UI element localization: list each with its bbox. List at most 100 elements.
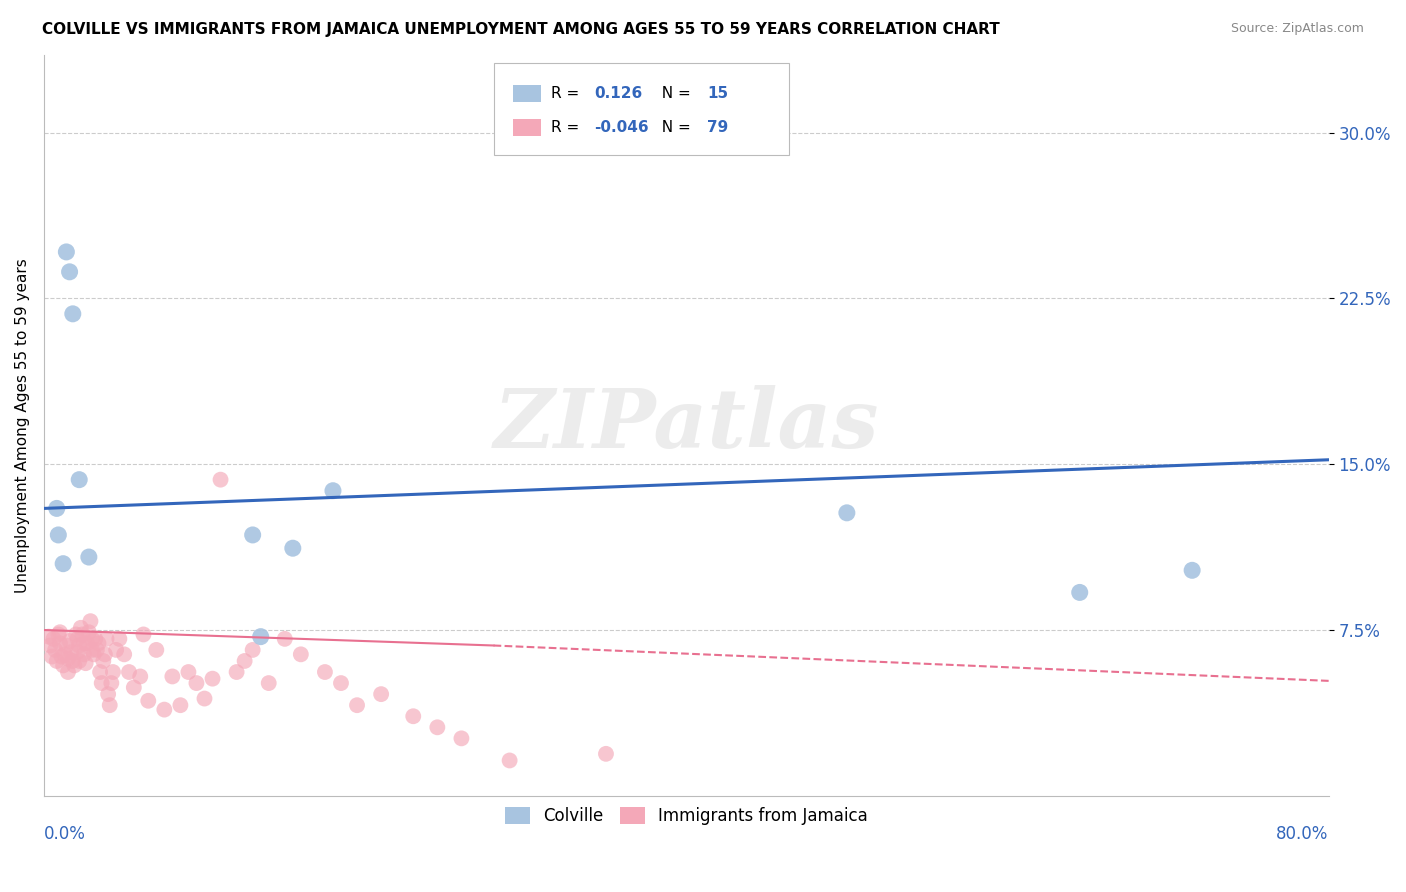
Point — [67, 473, 90, 487]
Point — [55, 244, 77, 259]
Point — [63, 658, 86, 673]
Point — [274, 632, 297, 646]
Point — [498, 754, 520, 768]
Point — [80, 632, 103, 646]
Point — [1069, 585, 1091, 599]
FancyBboxPatch shape — [513, 86, 541, 102]
Point — [595, 747, 617, 761]
Point — [46, 627, 69, 641]
Point — [53, 648, 76, 662]
FancyBboxPatch shape — [494, 62, 789, 155]
Point — [96, 632, 118, 646]
Point — [49, 625, 72, 640]
Point — [49, 636, 72, 650]
Legend: Colville, Immigrants from Jamaica: Colville, Immigrants from Jamaica — [498, 800, 875, 832]
Point — [73, 648, 96, 662]
Point — [79, 614, 101, 628]
Point — [177, 665, 200, 679]
Point — [65, 627, 87, 641]
Point — [56, 652, 79, 666]
Point — [41, 649, 63, 664]
Point — [67, 639, 90, 653]
Point — [145, 643, 167, 657]
Point — [45, 501, 67, 516]
Point — [242, 528, 264, 542]
Point — [91, 654, 114, 668]
Point — [66, 632, 89, 646]
Text: 0.0%: 0.0% — [44, 825, 86, 844]
Point — [242, 643, 264, 657]
Point — [45, 654, 67, 668]
Point — [62, 307, 84, 321]
Text: 15: 15 — [707, 86, 728, 101]
Point — [66, 645, 89, 659]
Point — [281, 541, 304, 556]
Point — [39, 639, 62, 653]
Point — [330, 676, 353, 690]
Point — [75, 656, 97, 670]
Point — [186, 676, 208, 690]
Point — [52, 658, 75, 673]
Point — [52, 557, 75, 571]
Point — [87, 636, 110, 650]
Point — [89, 665, 111, 679]
Point — [169, 698, 191, 713]
Point — [77, 549, 100, 564]
Point — [136, 694, 159, 708]
Text: Source: ZipAtlas.com: Source: ZipAtlas.com — [1230, 22, 1364, 36]
Point — [55, 639, 77, 653]
Point — [44, 643, 66, 657]
Point — [225, 665, 247, 679]
Text: N =: N = — [651, 86, 695, 101]
Point — [46, 528, 69, 542]
Point — [101, 665, 124, 679]
Point — [193, 691, 215, 706]
Point — [249, 630, 271, 644]
Point — [201, 672, 224, 686]
Point — [86, 643, 108, 657]
Point — [67, 654, 90, 668]
Point — [132, 627, 155, 641]
Point — [73, 636, 96, 650]
Point — [62, 654, 84, 668]
Text: 0.126: 0.126 — [593, 86, 643, 101]
Point — [58, 634, 80, 648]
Text: 79: 79 — [707, 120, 728, 135]
Point — [97, 687, 120, 701]
Point — [94, 648, 117, 662]
Point — [314, 665, 336, 679]
Point — [233, 654, 256, 668]
Text: R =: R = — [551, 120, 585, 135]
Point — [100, 676, 122, 690]
Point — [257, 676, 280, 690]
Point — [58, 265, 80, 279]
Point — [370, 687, 392, 701]
Point — [60, 645, 83, 659]
Point — [105, 643, 128, 657]
Text: 80.0%: 80.0% — [1277, 825, 1329, 844]
Point — [51, 649, 73, 664]
Text: COLVILLE VS IMMIGRANTS FROM JAMAICA UNEMPLOYMENT AMONG AGES 55 TO 59 YEARS CORRE: COLVILLE VS IMMIGRANTS FROM JAMAICA UNEM… — [42, 22, 1000, 37]
Point — [118, 665, 141, 679]
Point — [162, 669, 184, 683]
Point — [83, 648, 105, 662]
Point — [290, 648, 312, 662]
Point — [90, 676, 112, 690]
Point — [38, 630, 60, 644]
Point — [209, 473, 232, 487]
Point — [112, 648, 135, 662]
Point — [122, 681, 145, 695]
Text: R =: R = — [551, 86, 585, 101]
Point — [56, 665, 79, 679]
Point — [80, 643, 103, 657]
Point — [69, 621, 91, 635]
Point — [129, 669, 152, 683]
Point — [72, 627, 94, 641]
Point — [835, 506, 858, 520]
Point — [84, 632, 107, 646]
FancyBboxPatch shape — [513, 120, 541, 136]
Point — [346, 698, 368, 713]
Text: N =: N = — [651, 120, 695, 135]
Point — [98, 698, 121, 713]
Point — [108, 632, 131, 646]
